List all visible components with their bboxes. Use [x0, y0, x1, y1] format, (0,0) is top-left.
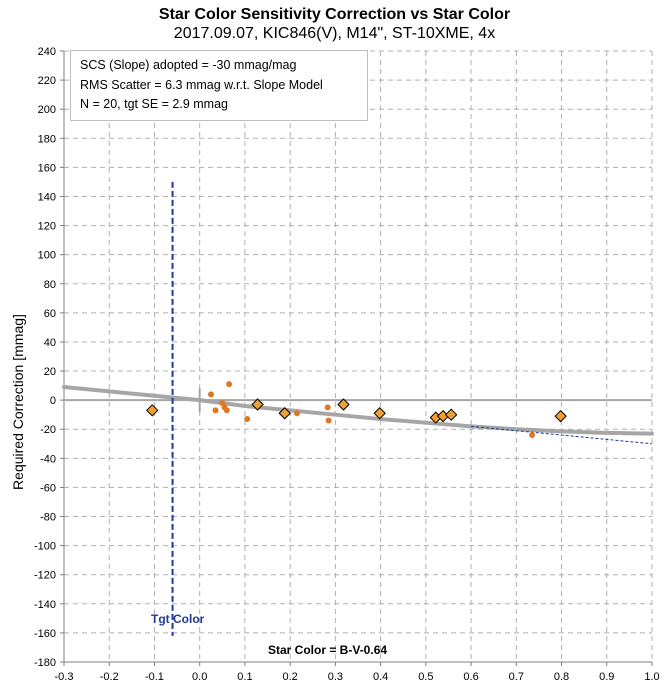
axes	[60, 50, 653, 666]
x-tick-label: 0.7	[509, 671, 524, 683]
grid	[63, 50, 653, 663]
info-box: SCS (Slope) adopted = -30 mmag/mag RMS S…	[70, 50, 368, 121]
data-point-dot	[325, 417, 332, 424]
x-tick-label: 0.5	[418, 671, 433, 683]
x-tick-label: 0.4	[373, 671, 388, 683]
x-tick-label: 0.1	[237, 671, 252, 683]
data-points	[145, 381, 567, 439]
slope-line	[471, 425, 653, 445]
y-tick-label: -140	[34, 599, 56, 611]
y-tick-label: -120	[34, 570, 56, 582]
chart-subtitle: 2017.09.07, KIC846(V), M14", ST-10XME, 4…	[173, 25, 496, 42]
x-tick-label: 0.3	[328, 671, 343, 683]
y-tick-label: 40	[44, 337, 56, 349]
tick-labels: -0.3 -0.2 -0.1 0.0 0.1 0.2 0.3 0.4 0.5 0.6 0.7 0.8 0…	[34, 46, 660, 683]
y-tick-label: -20	[40, 424, 56, 436]
reference-lines	[62, 181, 654, 636]
y-tick-label: 100	[38, 250, 56, 262]
chart-title: Star Color Sensitivity Correction vs Sta…	[158, 6, 511, 23]
y-tick-label: 60	[44, 308, 56, 320]
data-point-dot	[324, 404, 331, 411]
data-point-dot	[223, 407, 230, 414]
y-tick-label: 220	[38, 75, 56, 87]
y-tick-label: 140	[38, 191, 56, 203]
x-tick-label: 0.2	[283, 671, 298, 683]
data-point-dot	[208, 391, 214, 398]
x-tick-label: 1.0	[644, 671, 659, 683]
tgt-color-label: Tgt Color	[151, 612, 205, 626]
info-line-rms: RMS Scatter = 6.3 mmag w.r.t. Slope Mode…	[80, 78, 323, 92]
data-point-diamond	[444, 408, 458, 421]
data-point-diamond	[278, 407, 291, 420]
x-tick-label: 0.8	[554, 671, 569, 683]
model-curve	[62, 385, 654, 436]
y-tick-label: -100	[34, 541, 56, 553]
data-point-diamond	[251, 398, 264, 411]
data-point-dot	[212, 407, 219, 414]
y-tick-label: 180	[38, 133, 56, 145]
y-tick-label: -80	[40, 512, 56, 524]
x-tick-label: -0.2	[100, 671, 119, 683]
data-point-diamond	[337, 398, 350, 411]
y-tick-label: 20	[44, 366, 56, 378]
info-line-slope: SCS (Slope) adopted = -30 mmag/mag	[80, 58, 297, 72]
data-point-dot	[529, 432, 536, 439]
info-line-n: N = 20, tgt SE = 2.9 mmag	[80, 97, 228, 111]
star-color-label: Star Color = B-V-0.64	[268, 643, 388, 657]
y-tick-label: -160	[34, 628, 56, 640]
x-tick-label: 0.9	[599, 671, 614, 683]
data-point-diamond	[554, 409, 567, 423]
y-tick-label: -180	[34, 657, 56, 669]
data-point-dot	[244, 416, 251, 423]
y-tick-label: 80	[44, 279, 56, 291]
y-tick-label: 0	[50, 395, 56, 407]
y-tick-label: 240	[38, 46, 56, 58]
y-tick-label: 120	[38, 221, 56, 233]
data-point-diamond	[373, 407, 386, 420]
y-tick-label: 200	[38, 104, 56, 116]
x-tick-label: -0.3	[55, 671, 74, 683]
y-tick-label: -40	[40, 453, 56, 465]
x-tick-label: 0.6	[463, 671, 478, 683]
data-point-dot	[226, 381, 233, 388]
x-tick-label: 0.0	[192, 671, 207, 683]
y-tick-label: -60	[40, 482, 56, 494]
data-point-diamond	[145, 404, 159, 417]
data-point-dot	[293, 410, 300, 417]
y-tick-label: 160	[38, 162, 56, 174]
x-tick-label: -0.1	[145, 671, 164, 683]
